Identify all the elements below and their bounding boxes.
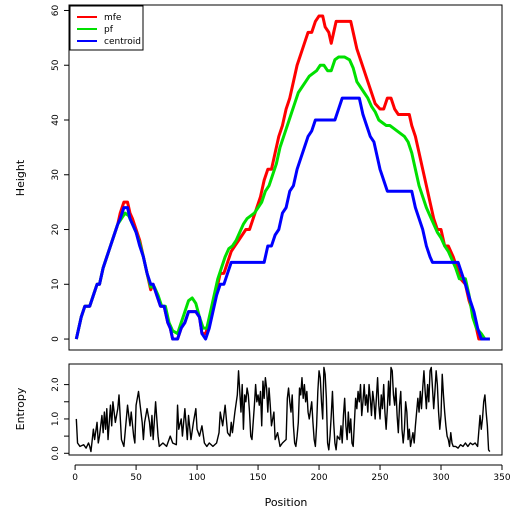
entropy-y-tick-label: 0.0: [51, 446, 61, 461]
position-x-tick-label: 200: [310, 473, 327, 483]
position-x-tick-label: 250: [371, 473, 388, 483]
height-y-axis: 0 10 20 30 40 50 60: [51, 4, 69, 342]
series-line-mfe: [74, 14, 490, 341]
height-y-tick-label: 40: [51, 114, 61, 126]
entropy-panel-frame: [68, 363, 503, 456]
position-x-tick-label: 50: [130, 473, 142, 483]
height-series-group: [74, 14, 490, 341]
legend-label-mfe: mfe: [104, 13, 122, 23]
position-x-tick-label: 150: [249, 473, 266, 483]
height-y-tick-label: 60: [51, 4, 61, 16]
position-x-tick-label: 350: [493, 473, 510, 483]
position-x-tick-label: 300: [432, 473, 449, 483]
height-y-tick-label: 50: [51, 59, 61, 71]
entropy-y-tick-label: 1.0: [51, 412, 61, 427]
position-x-tick-label: 100: [188, 473, 205, 483]
height-y-tick-label: 30: [51, 169, 61, 181]
height-y-tick-label: 10: [51, 278, 61, 290]
entropy-axis-title: Entropy: [14, 387, 27, 430]
height-y-tick-label: 0: [51, 336, 61, 342]
height-panel-frame: [68, 4, 503, 351]
height-axis-title: Height: [14, 159, 27, 196]
position-x-tick-label: 0: [72, 473, 78, 483]
series-line-entropy: [75, 366, 491, 453]
legend-label-pf: pf: [104, 25, 114, 35]
legend: mfe pf centroid: [69, 5, 144, 51]
legend-label-centroid: centroid: [104, 37, 141, 47]
height-y-tick-label: 20: [51, 224, 61, 236]
position-x-axis: 0 50 100 150 200 250 300 350: [72, 464, 511, 483]
series-line-centroid: [74, 96, 490, 341]
entropy-y-axis: 0.0 1.0 2.0: [51, 377, 69, 460]
position-axis-title: Position: [265, 496, 308, 509]
entropy-y-tick-label: 2.0: [51, 377, 61, 392]
entropy-series-group: [75, 366, 491, 453]
